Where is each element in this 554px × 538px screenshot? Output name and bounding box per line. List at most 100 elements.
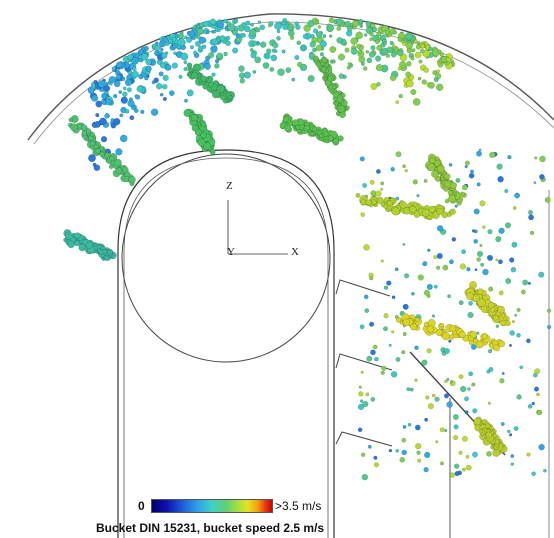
- particle: [95, 148, 101, 154]
- particle: [160, 47, 164, 52]
- axis-x-label: X: [291, 246, 299, 258]
- particle: [406, 387, 411, 392]
- particle: [372, 344, 378, 350]
- particle: [497, 305, 505, 314]
- particle: [319, 133, 324, 139]
- particle: [109, 155, 115, 162]
- particle: [444, 173, 451, 180]
- belt-loop-inner: [123, 157, 329, 538]
- particle: [495, 324, 500, 328]
- particle: [450, 59, 454, 64]
- particle: [312, 28, 319, 34]
- particle: [365, 392, 370, 397]
- particle: [414, 345, 419, 350]
- particle: [367, 444, 372, 449]
- particle: [433, 284, 438, 289]
- particle: [476, 257, 481, 262]
- particle: [360, 212, 365, 217]
- particle: [211, 90, 220, 99]
- particle: [444, 393, 450, 399]
- particle: [390, 166, 395, 172]
- particle: [447, 294, 451, 299]
- particle: [205, 30, 210, 34]
- particle: [436, 164, 445, 173]
- particle: [107, 249, 113, 255]
- particle: [375, 190, 382, 197]
- particle: [195, 128, 202, 136]
- particle: [274, 49, 278, 53]
- particle: [416, 194, 420, 198]
- particle: [393, 30, 397, 35]
- particle: [281, 49, 286, 54]
- particle: [529, 230, 535, 235]
- particle: [358, 385, 362, 389]
- particle: [395, 100, 400, 104]
- particle: [283, 124, 291, 132]
- particle: [539, 173, 545, 180]
- particle: [391, 330, 395, 334]
- particle: [369, 37, 373, 42]
- particle: [389, 40, 394, 45]
- particle: [448, 339, 452, 343]
- particle: [522, 279, 529, 286]
- particle: [135, 94, 141, 100]
- particle: [326, 24, 334, 32]
- particle: [159, 92, 164, 97]
- particle: [402, 424, 407, 429]
- particle: [468, 172, 475, 179]
- bucket: [335, 431, 393, 447]
- legend-min-label: 0: [138, 499, 145, 513]
- particle: [436, 83, 444, 92]
- particle: [489, 306, 496, 313]
- particle: [110, 122, 117, 129]
- particle: [234, 18, 239, 23]
- particle: [485, 431, 493, 439]
- particle: [380, 370, 385, 375]
- particle: [361, 473, 368, 481]
- particle: [165, 41, 170, 46]
- particle: [427, 81, 435, 89]
- particle: [510, 454, 515, 458]
- particle: [250, 22, 255, 27]
- particle: [446, 57, 451, 62]
- particle: [370, 349, 376, 356]
- particle: [322, 130, 329, 137]
- particle: [386, 280, 392, 286]
- particle: [94, 121, 101, 128]
- particle: [458, 450, 463, 455]
- particle: [519, 365, 524, 370]
- particle: [449, 380, 454, 384]
- particle: [412, 98, 421, 106]
- particle: [219, 35, 226, 42]
- particle: [105, 98, 112, 105]
- particle: [356, 43, 361, 49]
- particle: [498, 227, 505, 234]
- particle: [89, 140, 96, 147]
- particle: [371, 199, 377, 205]
- particle: [380, 181, 385, 186]
- particle: [150, 108, 159, 116]
- particle: [509, 257, 515, 263]
- particle: [487, 401, 491, 405]
- particle: [414, 317, 420, 323]
- particle: [282, 115, 290, 123]
- particle: [417, 76, 422, 81]
- particle: [397, 37, 403, 42]
- particle: [317, 25, 321, 29]
- particle: [188, 30, 196, 37]
- particle: [363, 66, 368, 71]
- particle: [74, 240, 81, 247]
- particle: [87, 87, 95, 94]
- particle: [363, 244, 370, 251]
- particle: [113, 80, 121, 88]
- particle: [250, 52, 257, 59]
- particle: [178, 74, 183, 79]
- belt-loop: [117, 149, 335, 538]
- particle: [406, 79, 414, 88]
- particle: [509, 433, 513, 437]
- particle: [64, 231, 73, 240]
- particle: [383, 326, 388, 332]
- particle: [479, 200, 486, 207]
- particle: [512, 206, 517, 210]
